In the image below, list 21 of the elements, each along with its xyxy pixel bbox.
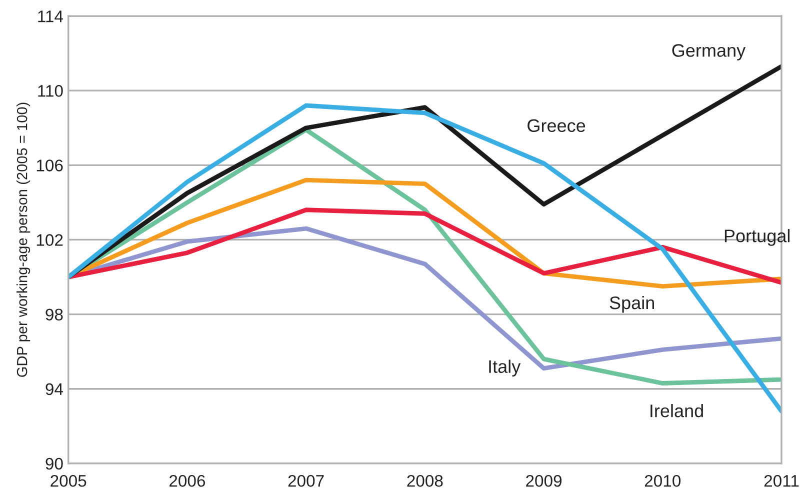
y-axis-title: GDP per working-age person (2005 = 100) — [16, 102, 30, 377]
x-tick-label: 2005 — [50, 474, 86, 487]
series-label: Greece — [528, 119, 586, 132]
y-tick-label: 110 — [38, 85, 63, 97]
y-tick-label: 90 — [46, 458, 63, 470]
y-tick-label: 98 — [46, 308, 63, 320]
x-tick-label: 2011 — [764, 474, 799, 487]
series-label: Portugal — [724, 229, 790, 246]
series-label: Germany — [672, 44, 746, 60]
x-tick-label: 2008 — [407, 474, 443, 487]
x-tick-label: 2006 — [170, 474, 206, 487]
y-tick-label: 114 — [38, 10, 63, 22]
series-label: Ireland — [650, 404, 703, 418]
x-tick-label: 2010 — [644, 474, 681, 487]
y-tick-label: 94 — [46, 383, 63, 396]
series-label: Spain — [610, 296, 654, 313]
y-tick-label: 102 — [36, 234, 63, 246]
series-label: Italy — [489, 360, 521, 377]
x-tick-label: 2009 — [526, 474, 562, 487]
x-tick-label: 2007 — [288, 474, 324, 487]
y-tick-label: 106 — [36, 160, 63, 172]
